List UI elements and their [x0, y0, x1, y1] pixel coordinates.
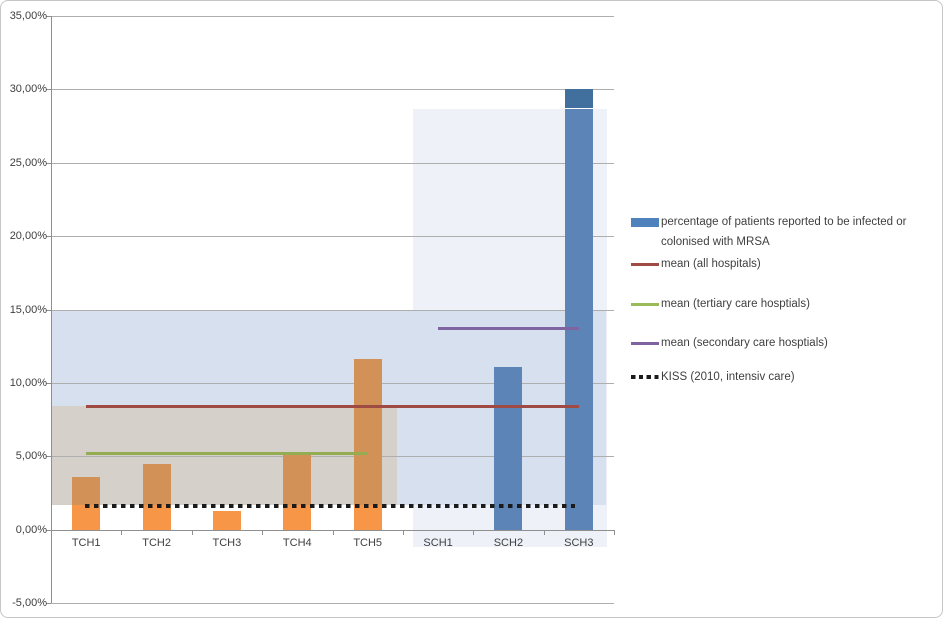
y-axis-tick	[46, 529, 51, 531]
bar-SCH2	[494, 366, 523, 530]
y-axis-tick	[46, 162, 51, 164]
gridline-25,00%	[51, 162, 614, 164]
legend-swatch-mean-all-hospitals-icon	[631, 262, 659, 266]
line-mean-tertiary-care	[86, 451, 368, 455]
x-axis-tick	[473, 529, 475, 535]
x-axis-tick	[543, 529, 545, 535]
y-axis-tick	[46, 456, 51, 458]
legend-item-mean-secondary-care: mean (secondary care hosptials)	[631, 333, 941, 353]
y-axis-label: 5,00%	[15, 450, 47, 463]
gridline-5,00%	[51, 456, 614, 458]
legend-item-mrsa-percentage: percentage of patients reported to be in…	[631, 212, 941, 252]
y-axis-label: 10,00%	[9, 376, 47, 389]
legend-item-mean-all-hospitals: mean (all hospitals)	[631, 254, 941, 274]
bar-TCH4	[283, 454, 312, 505]
gridline-15,00%	[51, 309, 614, 311]
x-axis-tick	[614, 529, 615, 535]
y-axis-label: 0,00%	[15, 523, 47, 536]
y-axis-label: 35,00%	[9, 10, 47, 22]
x-axis-label-TCH1: TCH1	[71, 537, 101, 549]
legend-label-mean-tertiary-care: mean (tertiary care hosptials)	[661, 298, 810, 310]
line-kiss-reference	[84, 503, 576, 509]
y-axis-tick	[46, 309, 51, 311]
y-axis-label: 20,00%	[9, 230, 47, 243]
bar-TCH2	[142, 463, 171, 505]
chart-legend: percentage of patients reported to be in…	[631, 201, 941, 401]
bar-TCH2	[142, 504, 171, 530]
x-axis-tick	[402, 529, 404, 535]
y-axis-tick	[46, 382, 51, 384]
legend-swatch-kiss-reference-icon	[631, 375, 659, 380]
bar-TCH4	[283, 504, 312, 530]
x-axis-label-TCH3: TCH3	[212, 537, 242, 549]
bar-SCH3	[564, 89, 593, 109]
legend-label-kiss-reference: KISS (2010, intensiv care)	[661, 371, 795, 383]
legend-label-mean-all-hospitals: mean (all hospitals)	[661, 258, 761, 270]
x-axis-tick	[262, 529, 264, 535]
y-axis-line	[51, 16, 52, 603]
y-axis-tick	[46, 603, 51, 604]
legend-item-kiss-reference: KISS (2010, intensiv care)	[631, 367, 941, 387]
legend-swatch-mean-secondary-care-icon	[631, 341, 659, 345]
x-axis-label-TCH4: TCH4	[282, 537, 312, 549]
bar-TCH1	[72, 504, 101, 530]
gridline-35,00%	[51, 16, 614, 17]
x-axis-label-TCH5: TCH5	[353, 537, 383, 549]
line-mean-all-hospitals	[86, 404, 579, 408]
legend-label-mean-secondary-care: mean (secondary care hosptials)	[661, 337, 828, 349]
x-axis-tick	[191, 529, 193, 535]
line-mean-secondary-care	[438, 327, 579, 331]
y-axis-tick	[46, 16, 51, 17]
bar-TCH3	[212, 510, 241, 530]
bar-SCH3	[564, 108, 593, 530]
y-axis-label: 15,00%	[9, 303, 47, 316]
x-axis-tick	[121, 529, 123, 535]
x-axis-label-SCH3: SCH3	[564, 537, 594, 549]
x-axis-label-TCH2: TCH2	[142, 537, 171, 549]
gridline-20,00%	[51, 236, 614, 238]
gridline-30,00%	[51, 89, 614, 91]
range-band-tan	[51, 405, 398, 505]
legend-swatch-mean-tertiary-care-icon	[631, 302, 659, 306]
y-axis-label: 25,00%	[9, 156, 47, 169]
bar-TCH1	[72, 476, 101, 505]
x-axis-label-SCH2: SCH2	[493, 537, 524, 549]
legend-swatch-mrsa-percentage-icon	[631, 217, 659, 227]
bar-TCH5	[353, 504, 382, 530]
y-axis-label: 30,00%	[9, 83, 47, 96]
x-axis-tick	[332, 529, 334, 535]
x-axis-tick	[51, 529, 52, 535]
gridline-10,00%	[51, 382, 614, 384]
x-axis-label-SCH1: SCH1	[423, 537, 453, 549]
y-axis-tick	[46, 89, 51, 91]
y-axis-tick	[46, 236, 51, 238]
bar-TCH5	[353, 359, 382, 505]
legend-label-mrsa-percentage: percentage of patients reported to be in…	[661, 216, 907, 248]
legend-item-mean-tertiary-care: mean (tertiary care hosptials)	[631, 294, 941, 314]
gridline--5,00%	[51, 603, 614, 604]
y-axis-label: -5,00%	[12, 597, 47, 609]
